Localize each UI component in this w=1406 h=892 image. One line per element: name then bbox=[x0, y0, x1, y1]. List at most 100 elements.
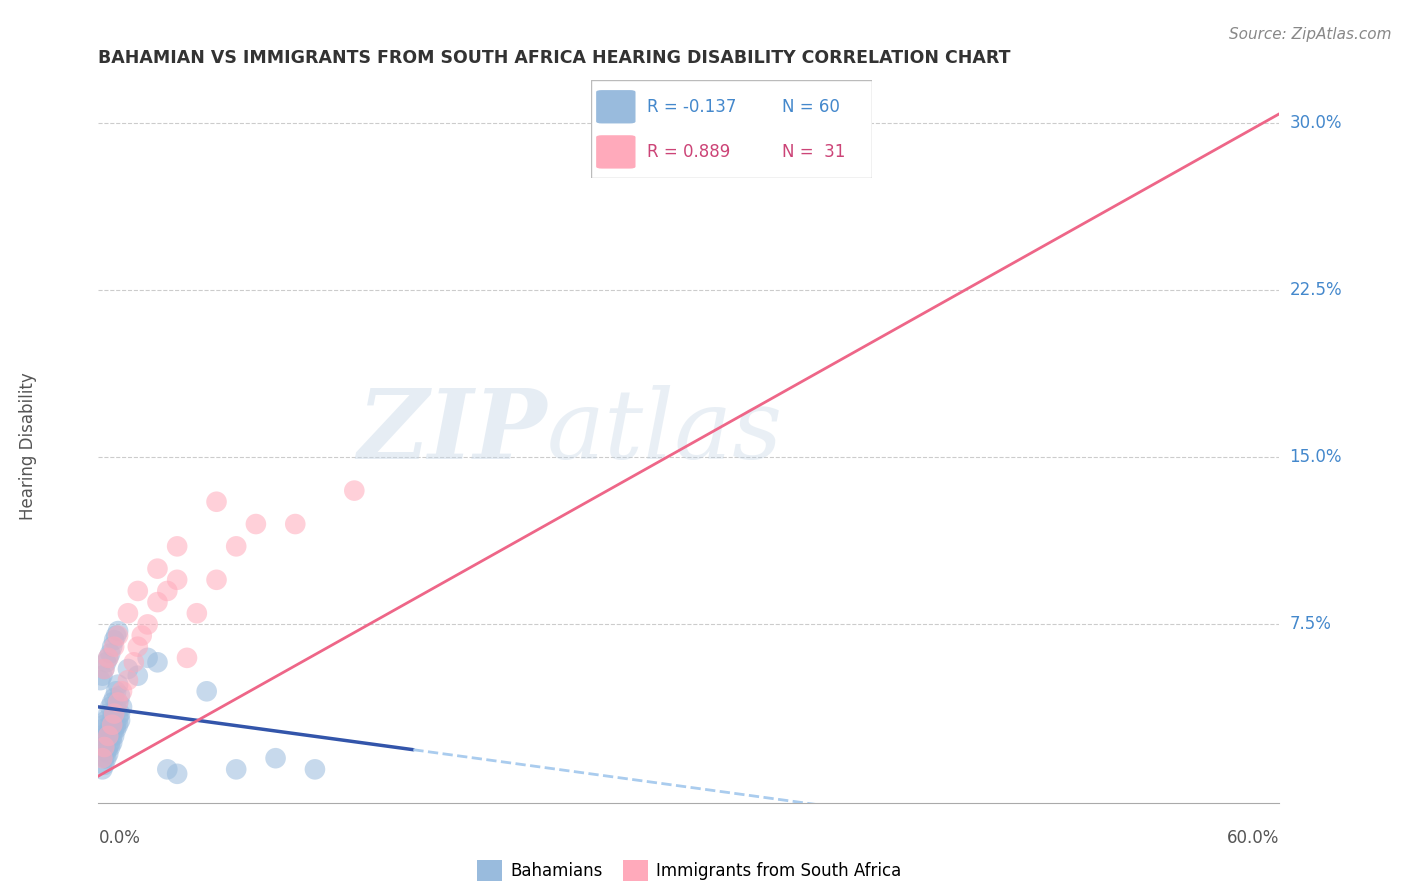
Point bbox=[91, 751, 114, 765]
Point bbox=[98, 699, 121, 714]
Point bbox=[205, 573, 228, 587]
FancyBboxPatch shape bbox=[596, 136, 636, 169]
Point bbox=[205, 494, 228, 508]
Point bbox=[105, 723, 128, 737]
Point bbox=[93, 757, 115, 772]
Point bbox=[103, 706, 125, 721]
Text: N = 60: N = 60 bbox=[782, 98, 839, 116]
Point bbox=[103, 706, 125, 721]
Point bbox=[101, 696, 124, 710]
Point bbox=[225, 762, 247, 776]
Point bbox=[156, 583, 179, 598]
Point bbox=[107, 696, 129, 710]
Point bbox=[117, 673, 139, 687]
Point bbox=[103, 633, 125, 648]
Point bbox=[107, 678, 129, 692]
Point bbox=[91, 669, 114, 683]
Point bbox=[101, 717, 124, 731]
Point bbox=[97, 740, 120, 755]
Point bbox=[97, 724, 120, 739]
Point bbox=[122, 655, 145, 669]
Point bbox=[127, 583, 149, 598]
Text: 22.5%: 22.5% bbox=[1289, 281, 1341, 299]
Text: 30.0%: 30.0% bbox=[1289, 113, 1341, 132]
Point bbox=[111, 699, 134, 714]
Point bbox=[91, 762, 114, 776]
Point bbox=[101, 711, 124, 725]
Point bbox=[108, 714, 131, 728]
Point bbox=[107, 696, 129, 710]
Point bbox=[225, 539, 247, 553]
Point bbox=[186, 607, 208, 621]
Point bbox=[98, 740, 121, 755]
Point bbox=[93, 740, 115, 755]
Point bbox=[107, 628, 129, 642]
Point bbox=[98, 735, 121, 749]
Point bbox=[89, 673, 111, 687]
Text: 60.0%: 60.0% bbox=[1227, 829, 1279, 847]
FancyBboxPatch shape bbox=[596, 90, 636, 123]
Point bbox=[108, 706, 131, 721]
Text: N =  31: N = 31 bbox=[782, 143, 845, 161]
Point bbox=[166, 539, 188, 553]
Point bbox=[146, 595, 169, 609]
Point bbox=[176, 651, 198, 665]
Point bbox=[103, 640, 125, 654]
Text: BAHAMIAN VS IMMIGRANTS FROM SOUTH AFRICA HEARING DISABILITY CORRELATION CHART: BAHAMIAN VS IMMIGRANTS FROM SOUTH AFRICA… bbox=[98, 49, 1011, 67]
Point bbox=[127, 669, 149, 683]
Point bbox=[111, 684, 134, 698]
Point bbox=[93, 717, 115, 731]
Point bbox=[245, 517, 267, 532]
Point bbox=[96, 655, 118, 669]
Point bbox=[97, 747, 120, 761]
Point bbox=[105, 699, 128, 714]
Text: 15.0%: 15.0% bbox=[1289, 448, 1341, 467]
Text: 7.5%: 7.5% bbox=[1289, 615, 1331, 633]
Point bbox=[105, 628, 128, 642]
Text: ZIP: ZIP bbox=[357, 384, 547, 479]
Point bbox=[105, 717, 128, 731]
Point bbox=[146, 655, 169, 669]
Point bbox=[97, 651, 120, 665]
Point bbox=[156, 762, 179, 776]
Point bbox=[103, 690, 125, 705]
Point bbox=[195, 684, 218, 698]
Point bbox=[101, 729, 124, 743]
Point bbox=[93, 735, 115, 749]
Point bbox=[103, 729, 125, 743]
Text: Hearing Disability: Hearing Disability bbox=[18, 372, 37, 520]
Text: R = -0.137: R = -0.137 bbox=[647, 98, 737, 116]
Text: 0.0%: 0.0% bbox=[98, 829, 141, 847]
Point bbox=[117, 607, 139, 621]
Text: R = 0.889: R = 0.889 bbox=[647, 143, 730, 161]
Point bbox=[166, 766, 188, 781]
Point bbox=[97, 651, 120, 665]
Point bbox=[93, 662, 115, 676]
Point bbox=[97, 729, 120, 743]
Point bbox=[96, 744, 118, 758]
Point bbox=[101, 735, 124, 749]
Point bbox=[91, 723, 114, 737]
Point bbox=[107, 624, 129, 639]
Point bbox=[284, 517, 307, 532]
Point bbox=[96, 729, 118, 743]
Point bbox=[96, 751, 118, 765]
Point bbox=[131, 628, 153, 642]
Point bbox=[343, 483, 366, 498]
Point bbox=[146, 562, 169, 576]
Point bbox=[264, 751, 287, 765]
Point bbox=[136, 651, 159, 665]
Point bbox=[97, 706, 120, 721]
Point bbox=[91, 740, 114, 755]
Point bbox=[101, 640, 124, 654]
Point bbox=[117, 662, 139, 676]
Point bbox=[98, 646, 121, 660]
Point bbox=[136, 617, 159, 632]
Point bbox=[103, 723, 125, 737]
Point bbox=[304, 762, 326, 776]
Point bbox=[93, 751, 115, 765]
Point bbox=[89, 729, 111, 743]
Point bbox=[96, 714, 118, 728]
Point bbox=[166, 573, 188, 587]
Point bbox=[93, 662, 115, 676]
